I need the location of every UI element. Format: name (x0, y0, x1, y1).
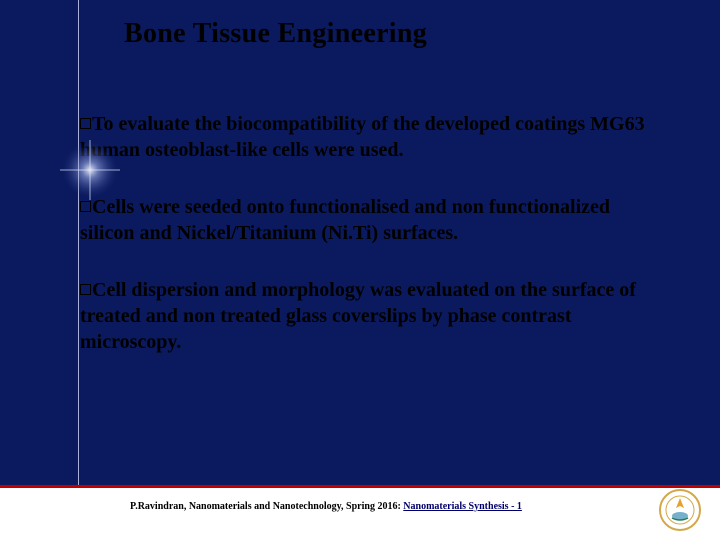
bullet-marker-icon (80, 284, 91, 295)
vertical-rule (78, 0, 79, 485)
bullet-marker-icon (80, 118, 91, 129)
slide: Bone Tissue Engineering To evaluate the … (0, 0, 720, 540)
list-item: Cell dispersion and morphology was evalu… (80, 278, 660, 355)
footer-divider (0, 485, 720, 488)
footer: P.Ravindran, Nanomaterials and Nanotechn… (0, 485, 720, 540)
footer-text: P.Ravindran, Nanomaterials and Nanotechn… (130, 501, 522, 512)
page-title: Bone Tissue Engineering (124, 18, 680, 50)
bullet-text: Cell dispersion and morphology was evalu… (80, 279, 636, 352)
list-item: To evaluate the biocompatibility of the … (80, 112, 660, 163)
footer-link: Nanomaterials Synthesis - 1 (403, 501, 522, 512)
university-logo-icon (658, 488, 702, 532)
content-area: Bone Tissue Engineering To evaluate the … (0, 0, 720, 485)
bullet-list: To evaluate the biocompatibility of the … (80, 112, 680, 355)
footer-prefix: P.Ravindran, Nanomaterials and Nanotechn… (130, 501, 403, 512)
bullet-text: To evaluate the biocompatibility of the … (80, 113, 645, 161)
bullet-marker-icon (80, 201, 91, 212)
list-item: Cells were seeded onto functionalised an… (80, 195, 660, 246)
bullet-text: Cells were seeded onto functionalised an… (80, 196, 610, 244)
